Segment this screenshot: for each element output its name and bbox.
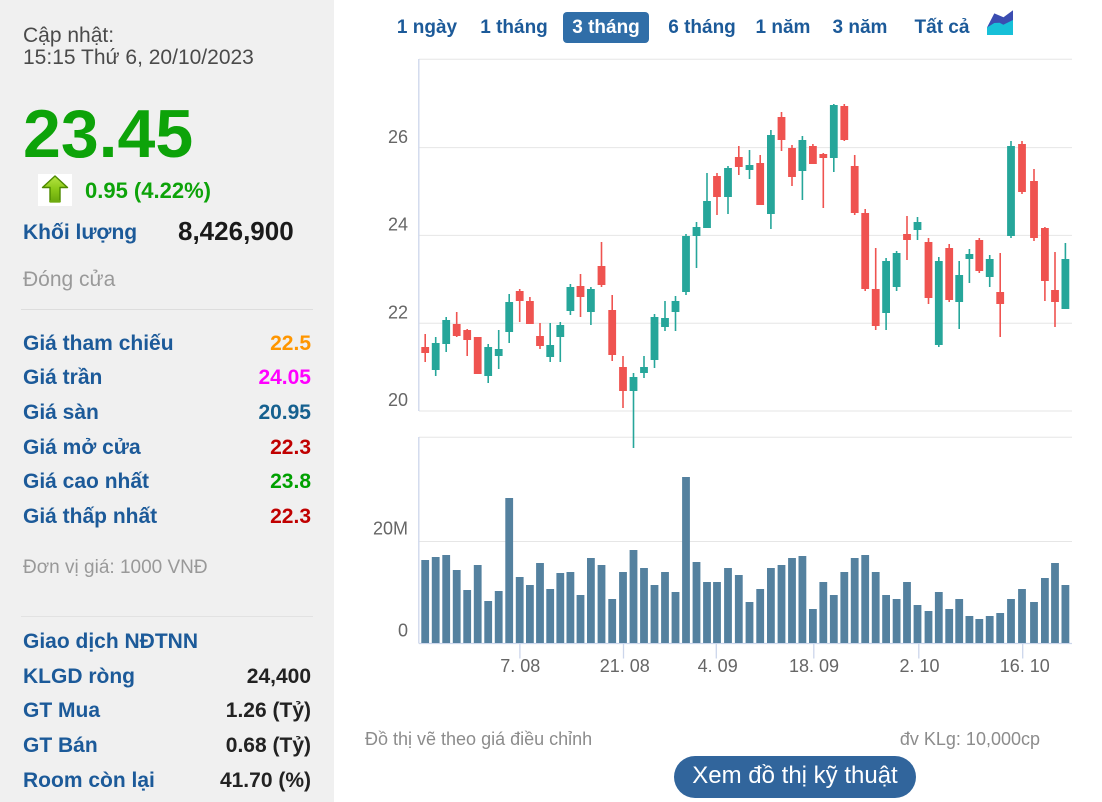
- svg-text:4. 09: 4. 09: [698, 656, 738, 676]
- svg-text:21. 08: 21. 08: [600, 656, 650, 676]
- svg-text:24: 24: [388, 214, 408, 234]
- svg-text:26: 26: [388, 127, 408, 147]
- svg-text:16. 10: 16. 10: [1000, 656, 1050, 676]
- svg-text:20M: 20M: [373, 518, 408, 538]
- svg-text:2. 10: 2. 10: [899, 656, 939, 676]
- svg-text:22: 22: [388, 302, 408, 322]
- svg-text:7. 08: 7. 08: [500, 656, 540, 676]
- svg-text:18. 09: 18. 09: [789, 656, 839, 676]
- svg-text:0: 0: [398, 620, 408, 640]
- svg-text:20: 20: [388, 390, 408, 410]
